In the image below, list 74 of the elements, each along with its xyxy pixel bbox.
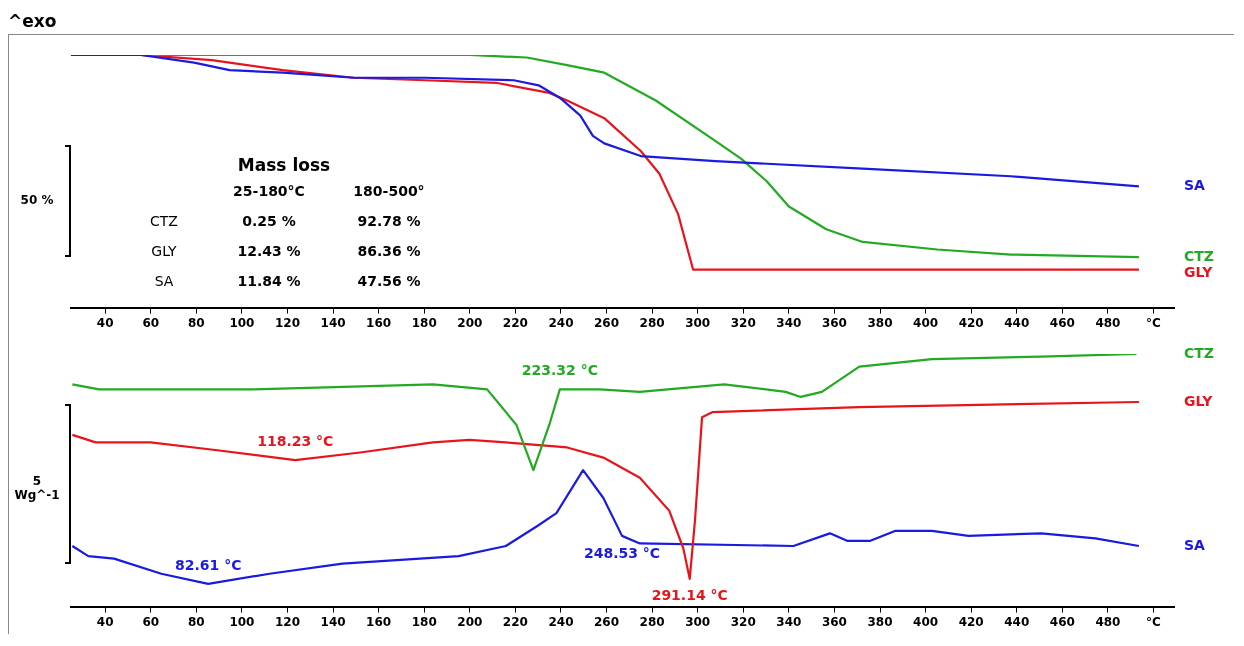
x-tick-label: °C (1146, 614, 1162, 629)
text: ^exo (8, 10, 58, 33)
x-tick-label: 340 (776, 315, 802, 330)
x-tick-label: 180 (411, 315, 437, 330)
x-tick-label: 420 (958, 315, 984, 330)
x-tick-label: 200 (457, 614, 483, 629)
x-tick-label: 140 (320, 614, 346, 629)
annotation: 82.61 °C (174, 556, 242, 573)
annotation: 180-500° (352, 183, 426, 199)
x-tick-label: 360 (821, 315, 847, 330)
x-tick-label: 120 (274, 614, 301, 629)
x-tick-label: 40 (96, 315, 114, 330)
x-tick-label: 220 (502, 315, 528, 330)
annotation: 92.78 % (356, 213, 422, 229)
x-tick-label: 60 (142, 315, 160, 330)
x-tick-label: 320 (730, 315, 756, 330)
x-tick-label: 40 (96, 614, 114, 629)
annotation: Mass loss (236, 155, 332, 175)
text: 5 Wg^-1 (13, 474, 61, 502)
x-tick-label: 180 (411, 614, 437, 629)
x-tick-label: 380 (867, 315, 893, 330)
text: SA (1184, 536, 1206, 553)
x-tick-label: 320 (730, 614, 756, 629)
x-tick-label: 460 (1049, 614, 1075, 629)
annotation: 248.53 °C (583, 544, 661, 561)
x-tick-label: 120 (274, 315, 301, 330)
x-tick-label: 220 (502, 614, 528, 629)
annotation: 25-180°C (232, 183, 306, 199)
annotation: 0.25 % (241, 213, 297, 229)
x-tick-label: 60 (142, 614, 160, 629)
x-tick-label: 160 (366, 614, 392, 629)
text: GLY (1184, 392, 1214, 409)
x-tick-label: 440 (1004, 315, 1030, 330)
x-tick-label: 460 (1049, 315, 1075, 330)
x-tick-label: 260 (594, 614, 620, 629)
x-tick-label: 480 (1095, 614, 1121, 629)
x-tick-label: 280 (639, 614, 665, 629)
text: 50 % (19, 193, 55, 207)
x-tick-label: 280 (639, 315, 665, 330)
annotation: 223.32 °C (521, 362, 598, 378)
x-tick-label: 420 (958, 614, 984, 629)
annotation: GLY (150, 243, 178, 259)
x-tick-label: 100 (229, 614, 255, 629)
text: CTZ (1184, 247, 1214, 264)
x-tick-label: 360 (821, 614, 847, 629)
annotation: 291.14 °C (651, 587, 728, 604)
x-tick-label: 80 (187, 315, 205, 330)
x-tick-label: 400 (913, 614, 939, 629)
text: GLY (1184, 263, 1214, 280)
x-tick-label: 300 (685, 315, 711, 330)
annotation: 11.84 % (236, 273, 302, 289)
x-tick-label: 400 (913, 315, 939, 330)
x-tick-label: 240 (548, 315, 574, 330)
x-tick-label: 260 (594, 315, 620, 330)
x-tick-label: 80 (187, 614, 205, 629)
text: CTZ (1184, 344, 1214, 361)
x-tick-label: 140 (320, 315, 346, 330)
x-tick-label: 160 (366, 315, 392, 330)
x-tick-label: °C (1146, 315, 1162, 330)
x-tick-label: 340 (776, 614, 802, 629)
annotation: CTZ (149, 213, 179, 229)
annotation: 47.56 % (356, 273, 422, 289)
x-tick-label: 200 (457, 315, 483, 330)
x-tick-label: 380 (867, 614, 893, 629)
x-tick-label: 480 (1095, 315, 1121, 330)
annotation: 12.43 % (236, 243, 302, 259)
x-tick-label: 440 (1004, 614, 1030, 629)
annotation: SA (153, 273, 175, 289)
x-tick-label: 300 (685, 614, 711, 629)
x-tick-label: 100 (229, 315, 255, 330)
text: SA (1184, 176, 1206, 193)
annotation: 86.36 % (356, 243, 422, 259)
annotation: 118.23 °C (257, 432, 334, 449)
x-tick-label: 240 (548, 614, 574, 629)
